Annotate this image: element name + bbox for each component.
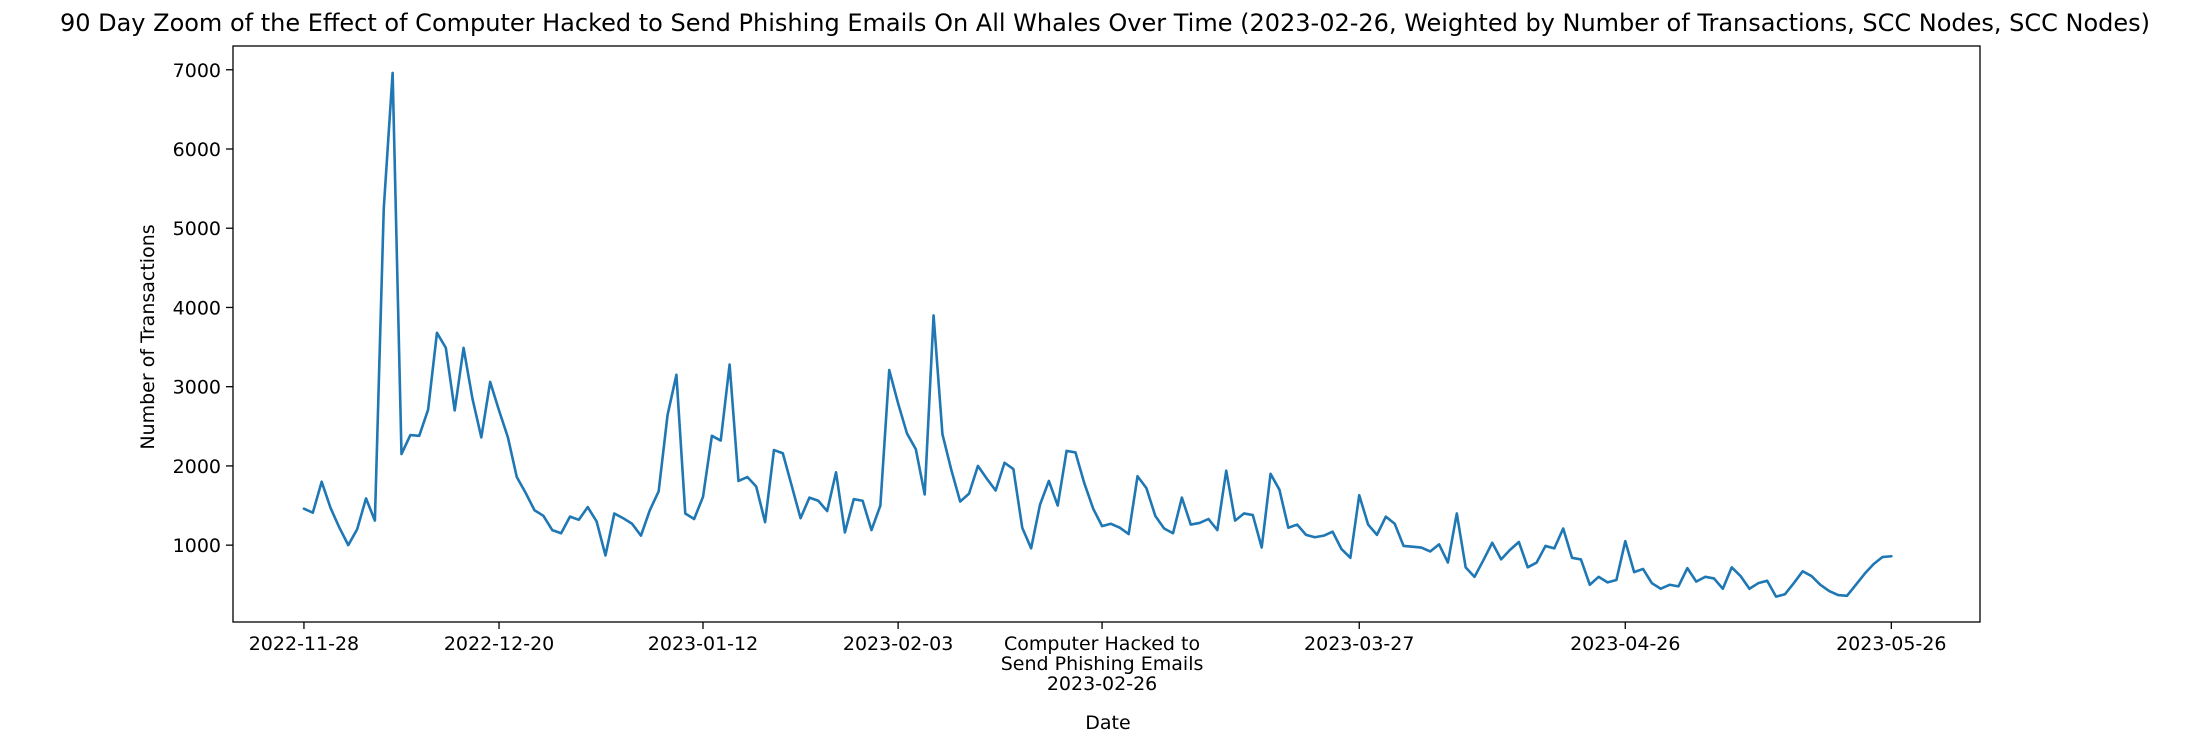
- y-tick-label: 4000: [173, 297, 221, 319]
- y-tick-label: 3000: [173, 377, 221, 399]
- y-tick-label: 2000: [173, 456, 221, 478]
- x-tick-label: 2023-01-12: [648, 633, 758, 655]
- x-tick-label: 2023-02-03: [843, 633, 953, 655]
- series-line: [302, 71, 1893, 598]
- y-tick-label: 6000: [173, 139, 221, 161]
- x-tick-label: 2023-05-26: [1836, 633, 1946, 655]
- x-axis-label: Date: [1085, 712, 1130, 734]
- plot-area: 1000 2000 3000 4000 5000 6000 7000 2022-11-28 20…: [173, 45, 1981, 695]
- y-tick-label: 1000: [173, 535, 221, 557]
- y-tick-label: 7000: [173, 60, 221, 82]
- x-tick-label: 2022-12-20: [444, 633, 554, 655]
- x-tick-label: 2023-03-27: [1304, 633, 1414, 655]
- y-axis-label: Number of Transactions: [137, 224, 159, 449]
- x-tick-label: 2022-11-28: [249, 633, 359, 655]
- plot-frame: [232, 45, 1981, 623]
- chart-title: 90 Day Zoom of the Effect of Computer Ha…: [60, 9, 2150, 37]
- y-tick-label: 5000: [173, 218, 221, 240]
- x-tick-label: Computer Hacked to Send Phishing Emails 20…: [1001, 633, 1204, 695]
- x-tick-label: 2023-04-26: [1570, 633, 1680, 655]
